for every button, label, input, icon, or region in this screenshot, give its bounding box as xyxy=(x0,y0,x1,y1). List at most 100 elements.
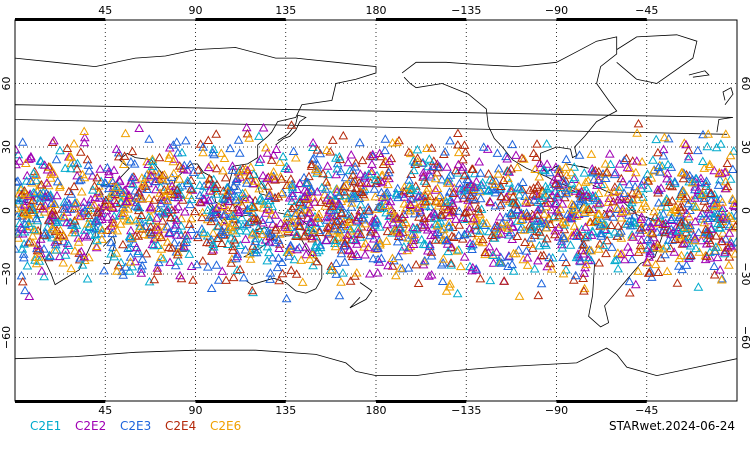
obs-marker xyxy=(109,165,119,174)
obs-marker xyxy=(720,183,731,193)
obs-marker xyxy=(173,247,183,257)
obs-marker xyxy=(262,148,273,157)
obs-marker xyxy=(141,181,151,190)
product-date-caption: STARwet.2024-06-24 xyxy=(609,419,735,433)
obs-marker xyxy=(294,178,305,187)
obs-marker xyxy=(181,234,192,243)
obs-marker xyxy=(320,184,331,193)
obs-marker xyxy=(722,181,733,191)
y-tick-label: −60 xyxy=(0,326,13,349)
obs-marker xyxy=(102,225,113,234)
obs-marker xyxy=(72,170,82,180)
obs-marker xyxy=(311,164,321,173)
obs-marker xyxy=(506,207,517,217)
x-tick-label: 135 xyxy=(275,4,296,17)
y-tick-label: 60 xyxy=(739,77,750,91)
obs-marker xyxy=(182,178,193,188)
obs-marker xyxy=(312,256,322,266)
obs-marker xyxy=(325,190,336,199)
obs-marker xyxy=(274,229,285,238)
obs-marker xyxy=(716,236,727,245)
obs-marker xyxy=(580,207,590,216)
obs-marker xyxy=(627,254,637,264)
obs-marker xyxy=(288,146,299,155)
obs-marker xyxy=(475,193,486,203)
obs-marker xyxy=(196,170,206,179)
obs-marker xyxy=(495,211,505,221)
obs-marker xyxy=(424,241,435,251)
obs-marker xyxy=(422,245,433,255)
obs-marker xyxy=(365,226,376,236)
obs-marker xyxy=(327,264,338,274)
obs-marker xyxy=(268,150,279,159)
map-neatline xyxy=(15,18,647,403)
x-tick-label: −135 xyxy=(451,4,481,17)
obs-marker xyxy=(413,192,424,201)
obs-marker xyxy=(344,214,354,223)
obs-marker xyxy=(598,219,609,228)
obs-marker xyxy=(444,281,455,291)
obs-marker xyxy=(169,237,180,247)
obs-marker xyxy=(198,142,208,151)
obs-marker xyxy=(43,215,54,224)
obs-marker xyxy=(540,165,550,175)
obs-marker xyxy=(485,174,495,184)
obs-marker xyxy=(696,173,706,182)
obs-marker xyxy=(372,267,383,277)
obs-marker xyxy=(211,129,222,138)
obs-marker xyxy=(224,196,235,206)
obs-marker xyxy=(669,247,680,256)
obs-marker xyxy=(459,140,470,149)
obs-marker xyxy=(325,265,336,274)
obs-marker xyxy=(567,205,577,214)
obs-marker xyxy=(351,215,362,224)
obs-marker xyxy=(579,203,589,212)
obs-marker xyxy=(364,268,375,278)
obs-marker xyxy=(561,188,572,198)
obs-marker xyxy=(257,229,268,239)
obs-marker xyxy=(371,241,381,250)
obs-marker xyxy=(652,242,662,252)
obs-marker xyxy=(104,169,114,178)
obs-marker xyxy=(99,265,109,275)
legend: C2E1 C2E2 C2E3 C2E4 C2E6 xyxy=(30,419,241,433)
obs-marker xyxy=(212,221,223,231)
obs-marker xyxy=(477,215,488,225)
obs-marker xyxy=(296,255,307,264)
obs-marker xyxy=(208,228,219,237)
obs-marker xyxy=(660,218,671,227)
obs-marker xyxy=(676,193,686,203)
obs-marker xyxy=(445,135,455,145)
obs-marker xyxy=(489,222,500,232)
obs-marker xyxy=(678,173,689,183)
obs-marker xyxy=(542,222,552,232)
obs-marker xyxy=(23,218,34,227)
obs-marker xyxy=(17,276,28,286)
obs-marker xyxy=(39,160,50,169)
legend-entry: C2E3 xyxy=(120,419,151,433)
obs-marker xyxy=(136,210,147,219)
obs-marker xyxy=(709,165,720,175)
obs-marker xyxy=(69,215,80,225)
obs-marker xyxy=(489,233,500,242)
obs-marker xyxy=(165,149,175,159)
obs-marker xyxy=(643,176,654,185)
obs-marker xyxy=(211,203,222,212)
obs-marker xyxy=(228,272,239,282)
obs-marker xyxy=(512,204,523,214)
obs-marker xyxy=(424,271,434,280)
obs-marker xyxy=(331,269,342,278)
obs-marker xyxy=(434,161,445,171)
obs-marker xyxy=(274,243,285,252)
obs-marker xyxy=(346,226,356,235)
obs-marker xyxy=(182,165,193,174)
obs-marker xyxy=(498,175,509,184)
obs-marker xyxy=(273,191,284,201)
obs-marker xyxy=(267,252,278,262)
neatline-segment xyxy=(195,18,286,21)
obs-marker xyxy=(296,205,306,214)
obs-marker xyxy=(443,246,454,256)
obs-marker xyxy=(501,212,511,221)
obs-marker xyxy=(392,236,403,246)
obs-marker xyxy=(724,260,734,269)
